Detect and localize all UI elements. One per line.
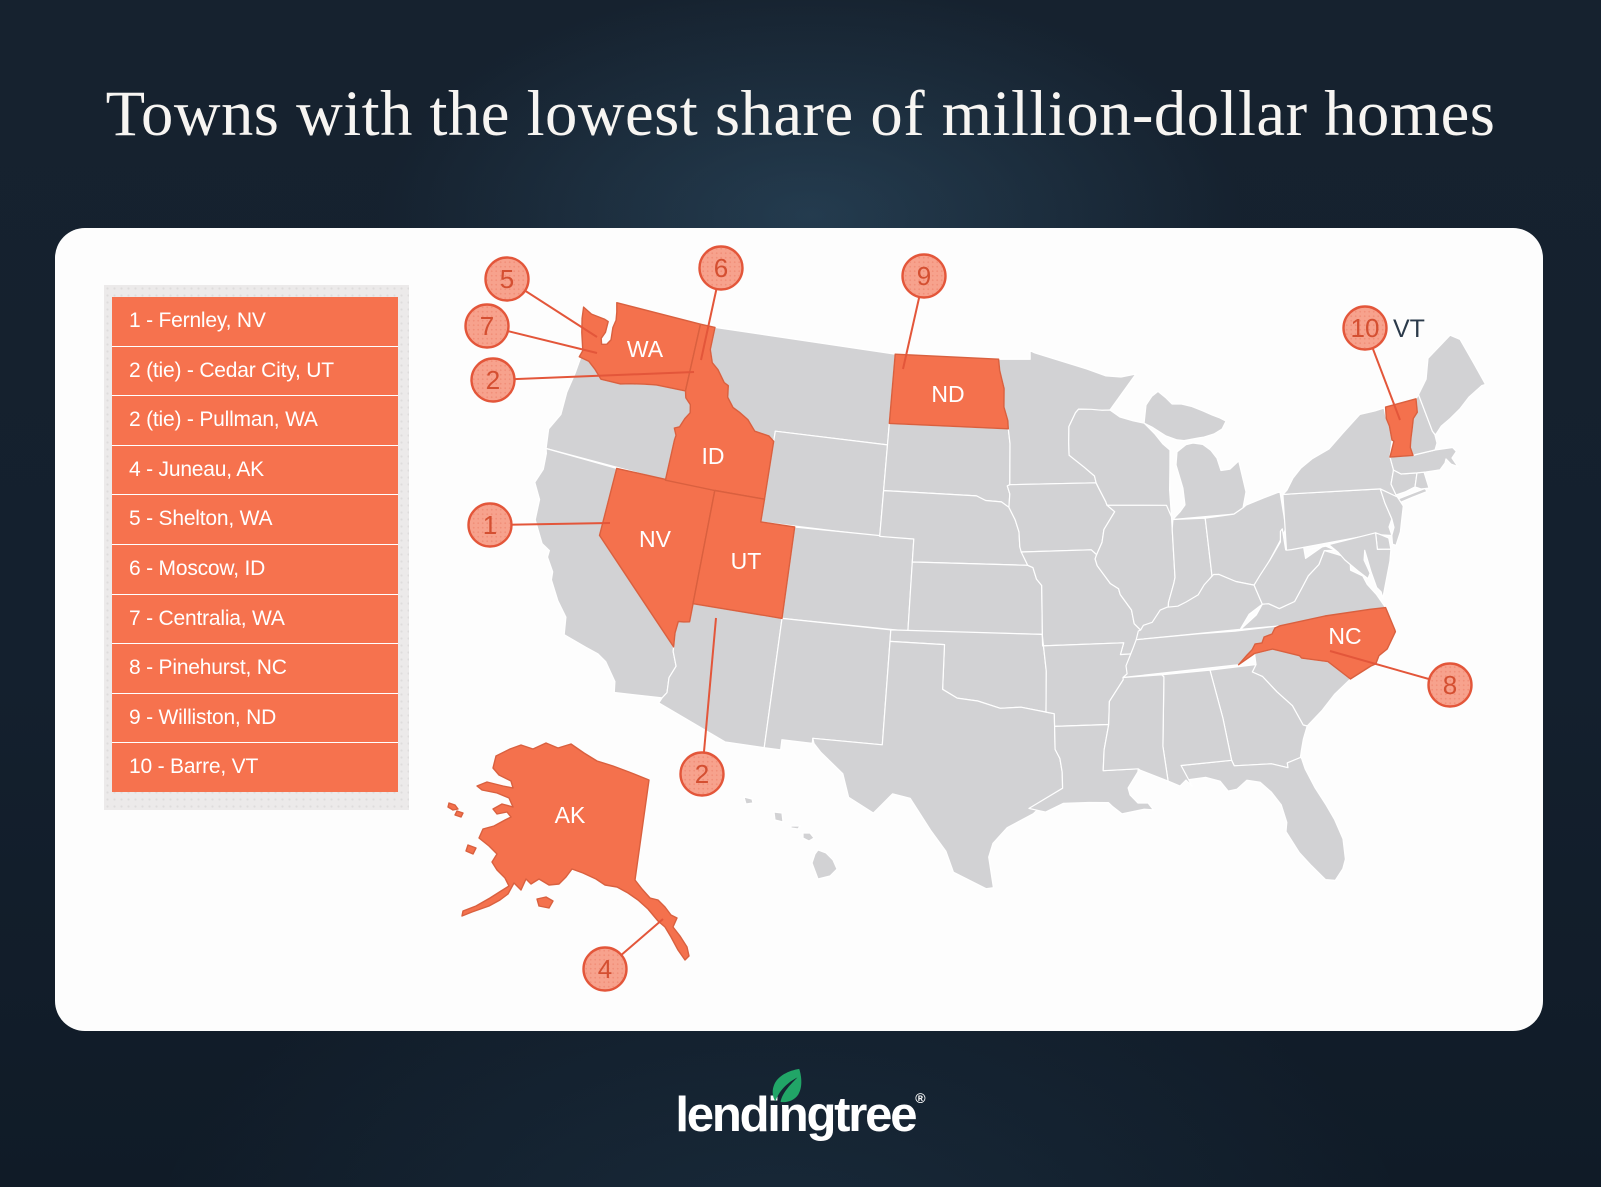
svg-text:AK: AK (555, 802, 586, 828)
svg-text:10: 10 (1351, 313, 1380, 343)
svg-text:2: 2 (695, 759, 709, 789)
svg-text:NC: NC (1328, 623, 1361, 649)
svg-text:ID: ID (702, 443, 725, 469)
svg-text:2: 2 (486, 365, 500, 395)
svg-text:VT: VT (1393, 315, 1425, 343)
svg-text:5: 5 (500, 264, 514, 294)
svg-text:9: 9 (917, 261, 931, 291)
svg-text:4: 4 (598, 954, 612, 984)
svg-text:7: 7 (480, 311, 494, 341)
svg-text:8: 8 (1443, 670, 1457, 700)
svg-text:UT: UT (731, 548, 762, 574)
svg-text:1: 1 (483, 510, 497, 540)
svg-text:ND: ND (931, 381, 964, 407)
svg-text:NV: NV (639, 526, 672, 552)
svg-text:WA: WA (627, 336, 664, 362)
svg-text:6: 6 (714, 253, 728, 283)
